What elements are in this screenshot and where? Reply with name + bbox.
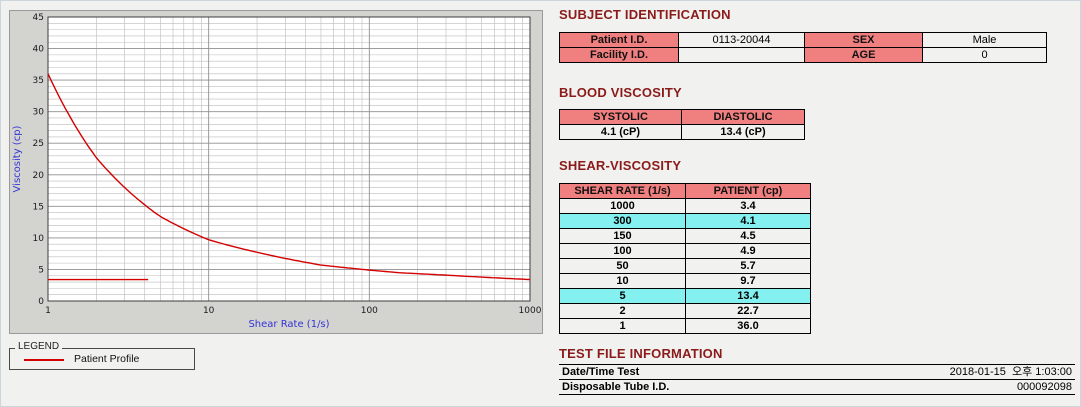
y-tick-label: 35 [33,76,44,86]
table-header-row: SHEAR RATE (1/s) PATIENT (cp) [559,183,811,199]
blood-viscosity-table: SYSTOLIC DIASTOLIC 4.1 (cP) 13.4 (cP) [559,109,805,140]
systolic-value: 4.1 (cP) [559,124,682,140]
subject-identification-title: SUBJECT IDENTIFICATION [559,7,731,22]
sex-value: Male [922,32,1047,48]
test-file-information-title: TEST FILE INFORMATION [559,346,723,361]
viscosity-chart: 0 5 10 15 20 25 30 35 40 45 1 10 100 1000 Shear Rate (… [9,10,543,334]
chart-major-grid [48,17,530,301]
y-axis-label: Viscosity (cp) [12,125,23,192]
y-tick-label: 45 [33,13,44,23]
shear-viscosity-row: 10 9.7 [559,273,811,289]
patient-viscosity-cell: 4.1 [685,213,811,229]
patient-id-label: Patient I.D. [559,32,679,48]
test-file-information-table: Date/Time Test 2018-01-15 오후 1:03:00 Dis… [559,364,1075,395]
shear-rate-header: SHEAR RATE (1/s) [559,183,686,199]
report-details-panel: SUBJECT IDENTIFICATION Patient I.D. 0113… [559,7,1076,395]
legend-series-label: Patient Profile [74,353,140,365]
y-tick-label: 25 [33,139,44,149]
diastolic-header: DIASTOLIC [681,109,805,125]
table-header-row: SYSTOLIC DIASTOLIC [559,109,805,125]
shear-rate-cell: 1000 [559,198,686,214]
shear-rate-cell: 10 [559,273,686,289]
series-patient-profile [47,73,531,281]
y-tick-label: 0 [38,297,44,307]
shear-viscosity-row: 5 13.4 [559,288,811,304]
chart-minor-grid [48,17,530,301]
facility-id-value [678,47,805,63]
date-time-test-label: Date/Time Test [559,364,859,380]
shear-rate-cell: 50 [559,258,686,274]
shear-rate-cell: 1 [559,318,686,334]
shear-rate-cell: 2 [559,303,686,319]
y-tick-label: 20 [33,171,45,181]
patient-viscosity-cell: 9.7 [685,273,811,289]
diastolic-value: 13.4 (cP) [681,124,805,140]
shear-viscosity-row: 1000 3.4 [559,198,811,214]
viscosity-chart-svg: 0 5 10 15 20 25 30 35 40 45 1 10 100 1000 Shear Rate (… [12,13,542,330]
disposable-tube-id-value: 000092098 [859,379,1075,395]
y-tick-label: 5 [38,265,44,275]
shear-viscosity-title: SHEAR-VISCOSITY [559,158,682,173]
patient-viscosity-cell: 22.7 [685,303,811,319]
table-row: 4.1 (cP) 13.4 (cP) [559,124,805,140]
chart-plot-area [48,17,530,301]
x-tick-label: 100 [361,306,378,316]
facility-id-label: Facility I.D. [559,47,679,63]
patient-viscosity-cell: 3.4 [685,198,811,214]
y-tick-label: 30 [33,108,45,118]
shear-rate-cell: 5 [559,288,686,304]
patient-viscosity-cell: 13.4 [685,288,811,304]
shear-viscosity-row: 300 4.1 [559,213,811,229]
shear-rate-cell: 100 [559,243,686,259]
systolic-header: SYSTOLIC [559,109,682,125]
chart-tick-labels: 0 5 10 15 20 25 30 35 40 45 1 10 100 1000 [33,13,542,316]
legend-line-sample [24,359,64,361]
sex-label: SEX [804,32,923,48]
legend-title: LEGEND [15,341,63,352]
y-tick-label: 15 [33,202,44,212]
y-tick-label: 10 [33,234,45,244]
patient-viscosity-cell: 4.5 [685,228,811,244]
table-row: Facility I.D. AGE 0 [559,47,1047,63]
table-row: Disposable Tube I.D. 000092098 [559,379,1075,395]
x-tick-label: 1 [45,306,51,316]
shear-viscosity-table: SHEAR RATE (1/s) PATIENT (cp) 1000 3.4 300… [559,183,811,334]
table-row: Date/Time Test 2018-01-15 오후 1:03:00 [559,364,1075,380]
x-tick-label: 1000 [519,306,542,316]
shear-viscosity-row: 150 4.5 [559,228,811,244]
x-axis-label: Shear Rate (1/s) [248,319,329,330]
patient-cp-header: PATIENT (cp) [685,183,811,199]
chart-plot-border [47,16,531,302]
shear-viscosity-row: 50 5.7 [559,258,811,274]
patient-viscosity-cell: 36.0 [685,318,811,334]
patient-viscosity-cell: 5.7 [685,258,811,274]
subject-identification-table: Patient I.D. 0113-20044 SEX Male Facilit… [559,32,1047,63]
shear-viscosity-row: 100 4.9 [559,243,811,259]
age-label: AGE [804,47,923,63]
blood-viscosity-title: BLOOD VISCOSITY [559,85,682,100]
shear-rate-cell: 300 [559,213,686,229]
age-value: 0 [922,47,1047,63]
patient-id-value: 0113-20044 [678,32,805,48]
date-time-test-value: 2018-01-15 오후 1:03:00 [859,364,1075,380]
y-tick-label: 40 [33,45,45,55]
shear-rate-cell: 150 [559,228,686,244]
table-row: Patient I.D. 0113-20044 SEX Male [559,32,1047,48]
chart-legend: LEGEND Patient Profile [9,341,195,370]
patient-viscosity-cell: 4.9 [685,243,811,259]
shear-viscosity-row: 2 22.7 [559,303,811,319]
x-tick-label: 10 [203,306,215,316]
disposable-tube-id-label: Disposable Tube I.D. [559,379,859,395]
shear-viscosity-row: 1 36.0 [559,318,811,334]
